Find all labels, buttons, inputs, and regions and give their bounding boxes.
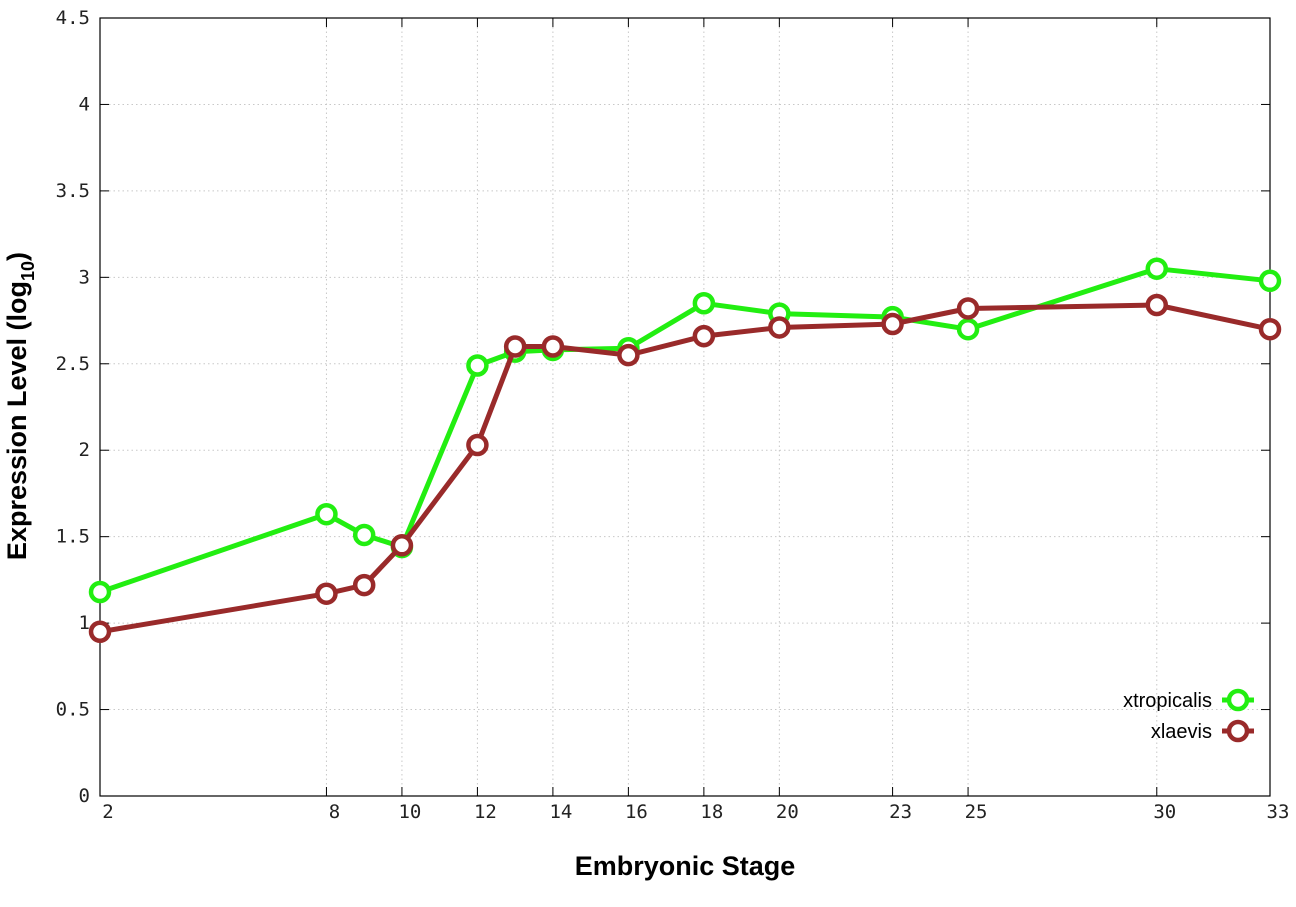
x-tick-label: 12: [474, 801, 497, 823]
data-point-xtropicalis: [1145, 257, 1169, 280]
x-tick-label: 33: [1267, 801, 1290, 823]
data-point-xtropicalis: [956, 317, 980, 341]
data-point-xlaevis: [503, 335, 527, 358]
y-axis-title-suffix: ): [2, 252, 32, 261]
x-tick-label: 23: [889, 801, 912, 823]
data-point-xlaevis: [956, 297, 980, 320]
legend-label-xlaevis: xlaevis: [1151, 721, 1212, 743]
legend-marker-xtropicalis: [1226, 688, 1250, 712]
y-axis-title-main: Expression Level (log: [2, 281, 32, 560]
legend: xtropicalis xlaevis: [1123, 688, 1254, 743]
grid: [100, 18, 1270, 796]
data-point-xlaevis: [88, 620, 112, 644]
data-point-xtropicalis: [88, 580, 112, 604]
y-tick-label: 2: [79, 439, 90, 461]
y-axis-title: Expression Level (log10): [2, 252, 38, 560]
x-tick-label: 30: [1153, 801, 1176, 823]
x-tick-label: 20: [776, 801, 799, 823]
y-tick-label: 1: [79, 612, 90, 634]
legend-label-xtropicalis: xtropicalis: [1123, 690, 1212, 712]
y-tick-label: 0.5: [56, 699, 90, 721]
data-point-xtropicalis: [466, 354, 489, 377]
x-tick-label: 10: [398, 801, 421, 823]
data-point-xlaevis: [1145, 293, 1169, 317]
data-point-xtropicalis: [352, 523, 376, 547]
y-tick-label: 0: [79, 785, 90, 807]
x-axis-title: Embryonic Stage: [575, 851, 796, 881]
data-point-xlaevis: [466, 433, 489, 457]
data-point-xlaevis: [881, 312, 904, 336]
data-point-xlaevis: [315, 582, 338, 605]
x-tick-label: 16: [625, 801, 648, 823]
x-tick-label: 14: [549, 801, 572, 823]
data-point-xlaevis: [617, 343, 640, 367]
series-line-xlaevis: [99, 302, 1271, 635]
y-tick-label: 1.5: [56, 526, 90, 548]
series-xtropicalis: [88, 257, 1282, 604]
plot-frame: [99, 17, 1271, 797]
y-tick-label: 2.5: [56, 353, 90, 375]
x-tick-label: 8: [329, 801, 340, 823]
y-axis-title-subscript: 10: [18, 261, 38, 281]
data-point-xlaevis: [768, 316, 791, 339]
data-point-xlaevis: [352, 573, 376, 597]
data-point-xlaevis: [1258, 317, 1282, 341]
x-tick-label: 2: [102, 801, 113, 823]
data-point-xtropicalis: [692, 292, 716, 315]
series-layer: [88, 257, 1282, 644]
y-tick-label: 4.5: [56, 7, 90, 29]
x-tick-label: 18: [700, 801, 723, 823]
data-point-xtropicalis: [1258, 269, 1282, 293]
y-tick-label: 3: [79, 266, 90, 288]
data-point-xlaevis: [390, 534, 414, 557]
series-xlaevis: [88, 293, 1282, 644]
legend-marker-xlaevis: [1226, 719, 1250, 743]
series-line-xtropicalis: [99, 266, 1271, 595]
y-tick-label: 3.5: [56, 180, 90, 202]
data-point-xtropicalis: [315, 502, 338, 526]
y-tick-label: 4: [79, 93, 90, 115]
data-point-xlaevis: [541, 335, 565, 358]
ticks: 0 0.5 1 1.5 2 2.5 3 3.5 4 4.5 2 8 10 12 14 16 18 20 23 25 30…: [56, 7, 1290, 823]
x-tick-label: 25: [965, 801, 988, 823]
data-point-xlaevis: [692, 324, 716, 348]
